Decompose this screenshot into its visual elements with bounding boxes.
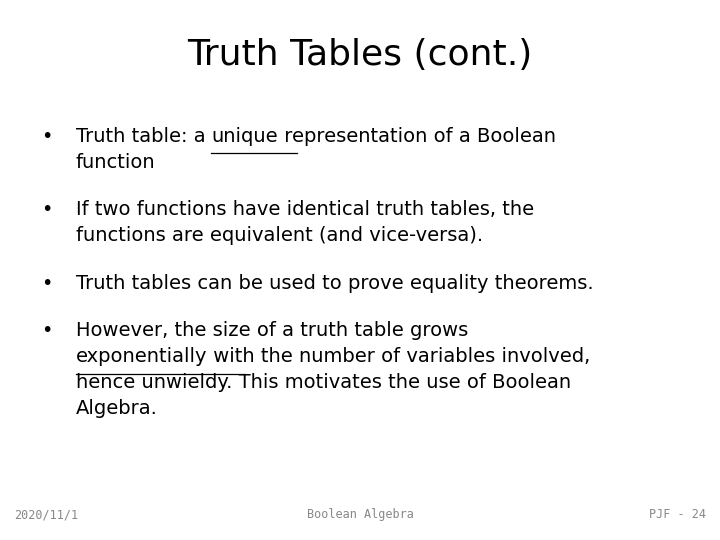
Text: 2020/11/1: 2020/11/1 <box>14 508 78 521</box>
Text: Boolean Algebra: Boolean Algebra <box>307 508 413 521</box>
Text: with the number of variables involved,: with the number of variables involved, <box>207 347 590 366</box>
Text: •: • <box>41 127 53 146</box>
Text: hence unwieldy. This motivates the use of Boolean: hence unwieldy. This motivates the use o… <box>76 373 571 392</box>
Text: representation of a Boolean: representation of a Boolean <box>278 127 556 146</box>
Text: Truth tables can be used to prove equality theorems.: Truth tables can be used to prove equali… <box>76 274 593 293</box>
Text: If two functions have identical truth tables, the: If two functions have identical truth ta… <box>76 200 534 219</box>
Text: However, the size of a truth table grows: However, the size of a truth table grows <box>76 321 468 340</box>
Text: functions are equivalent (and vice-versa).: functions are equivalent (and vice-versa… <box>76 226 482 245</box>
Text: Truth Tables (cont.): Truth Tables (cont.) <box>187 38 533 72</box>
Text: Algebra.: Algebra. <box>76 399 158 418</box>
Text: unique: unique <box>212 127 278 146</box>
Text: •: • <box>41 274 53 293</box>
Text: PJF - 24: PJF - 24 <box>649 508 706 521</box>
Text: Truth table: a: Truth table: a <box>76 127 212 146</box>
Text: •: • <box>41 200 53 219</box>
Text: function: function <box>76 153 156 172</box>
Text: exponentially: exponentially <box>76 347 207 366</box>
Text: •: • <box>41 321 53 340</box>
